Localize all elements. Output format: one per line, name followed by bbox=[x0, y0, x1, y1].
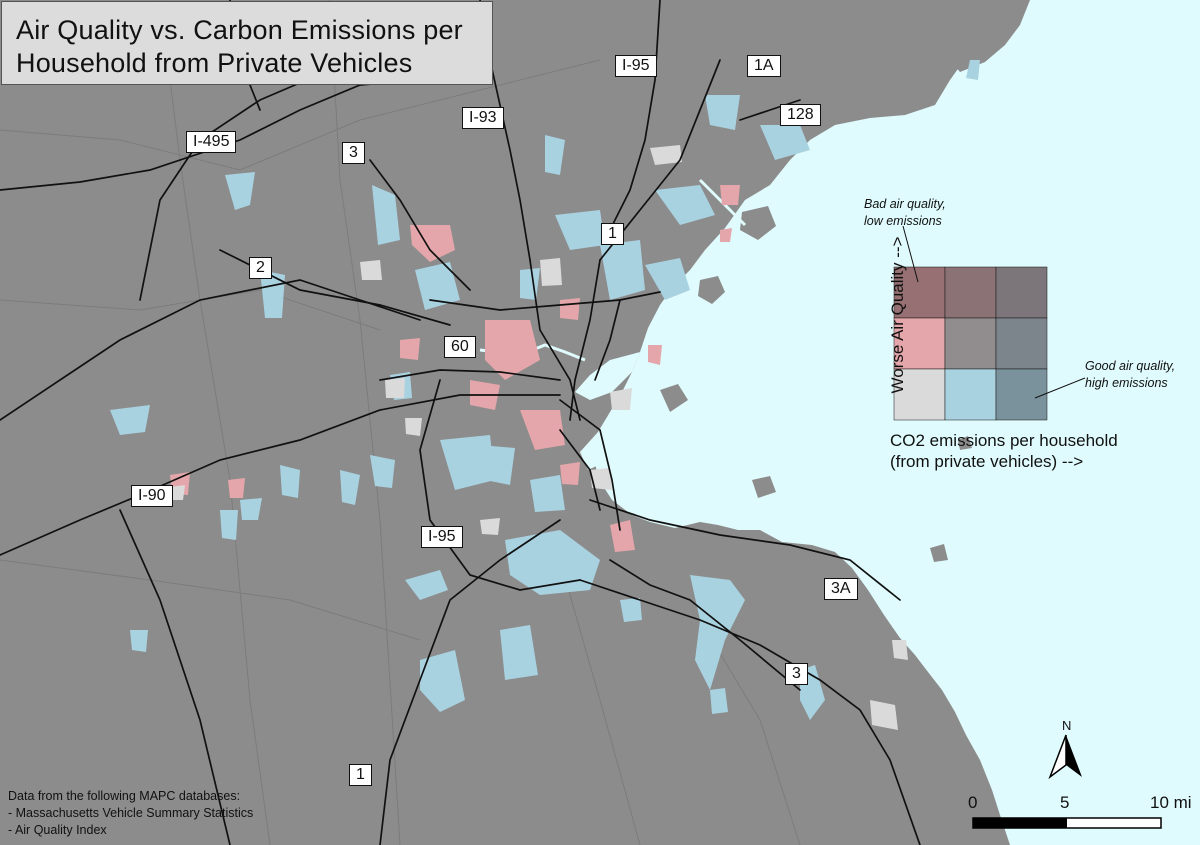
source-item: - Air Quality Index bbox=[8, 823, 107, 837]
route-shield: 3A bbox=[824, 578, 858, 600]
route-shield: 3 bbox=[342, 142, 365, 164]
tracts-grey bbox=[170, 145, 908, 730]
island bbox=[698, 276, 725, 304]
legend-axis-x-line-1: CO2 emissions per household bbox=[890, 431, 1118, 450]
legend-cell-r2-c2 bbox=[995, 368, 1048, 421]
scale-bar bbox=[972, 817, 1162, 829]
route-shield: I-95 bbox=[615, 55, 657, 77]
legend-axis-x-line-2: (from private vehicles) --> bbox=[890, 452, 1084, 471]
legend-cell-r1-c2 bbox=[995, 317, 1048, 370]
island bbox=[660, 384, 688, 412]
island bbox=[958, 436, 972, 450]
legend-cell-r0-c2 bbox=[995, 266, 1048, 319]
river bbox=[698, 178, 747, 227]
route-shield: 1 bbox=[601, 223, 624, 245]
title-box: Air Quality vs. Carbon Emissions per Hou… bbox=[1, 1, 493, 85]
legend-note-top-line-2: low emissions bbox=[864, 214, 942, 228]
town-boundaries bbox=[0, 0, 801, 845]
legend-cell-r0-c1 bbox=[944, 266, 997, 319]
route-shield: 1 bbox=[349, 764, 372, 786]
tracts-blue bbox=[110, 60, 980, 720]
route-shield: 1A bbox=[747, 55, 781, 77]
harbor-inlet bbox=[575, 352, 640, 400]
scale-label-0: 0 bbox=[968, 793, 978, 812]
legend-axis-x-label: CO2 emissions per household (from privat… bbox=[890, 430, 1170, 472]
land-mass bbox=[0, 0, 1010, 845]
north-shore bbox=[950, 0, 1030, 72]
sources-heading: Data from the following MAPC databases: bbox=[8, 789, 241, 803]
legend-pointer-top bbox=[902, 225, 919, 283]
north-arrow-icon bbox=[1048, 734, 1082, 780]
island bbox=[740, 206, 776, 240]
legend-note-right-line-2: high emissions bbox=[1085, 376, 1168, 390]
data-sources: Data from the following MAPC databases: … bbox=[8, 788, 253, 839]
legend-note-right: Good air quality, high emissions bbox=[1085, 358, 1175, 392]
legend-cell-r2-c0 bbox=[893, 368, 946, 421]
legend-pointer-right bbox=[1034, 377, 1086, 399]
legend-grid bbox=[893, 266, 1048, 421]
route-shield: 60 bbox=[444, 336, 476, 358]
route-shield: I-95 bbox=[421, 526, 463, 548]
legend-note-top: Bad air quality, low emissions bbox=[864, 196, 946, 230]
legend-cell-r0-c0 bbox=[893, 266, 946, 319]
route-shield: I-93 bbox=[462, 107, 504, 129]
scale-label-5: 5 bbox=[1060, 793, 1070, 812]
map-title-line-1: Air Quality vs. Carbon Emissions per bbox=[16, 15, 463, 45]
route-shield: 3 bbox=[785, 663, 808, 685]
island bbox=[752, 476, 776, 498]
north-label: N bbox=[1062, 718, 1072, 733]
route-shield: I-90 bbox=[131, 485, 173, 507]
legend-cell-r2-c1 bbox=[944, 368, 997, 421]
legend-cell-r1-c1 bbox=[944, 317, 997, 370]
route-shield: 2 bbox=[249, 257, 272, 279]
island bbox=[930, 544, 948, 562]
map-title-line-2: Household from Private Vehicles bbox=[16, 48, 413, 78]
route-shield: 128 bbox=[780, 104, 821, 126]
source-item: - Massachusetts Vehicle Summary Statisti… bbox=[8, 806, 254, 820]
legend-note-top-line-1: Bad air quality, bbox=[864, 197, 946, 211]
scale-label-10: 10 mi bbox=[1150, 793, 1192, 812]
route-shield: I-495 bbox=[186, 131, 237, 153]
legend-note-right-line-1: Good air quality, bbox=[1085, 359, 1176, 373]
legend-axis-y-label: Worse Air Quality --> bbox=[888, 236, 907, 394]
